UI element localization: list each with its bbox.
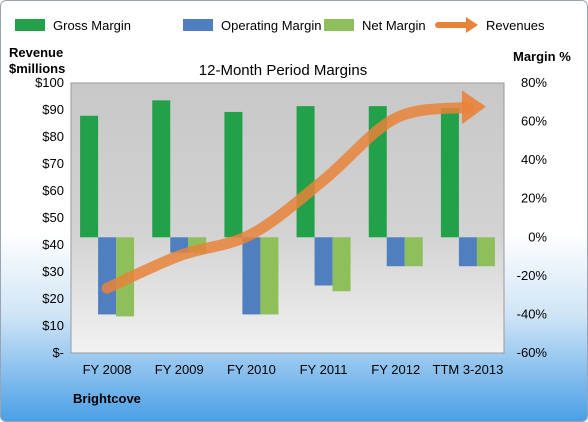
bar-gross-margin-3 (296, 106, 315, 238)
revenue-arrowhead-icon (461, 90, 486, 125)
chart-title: 12-Month Period Margins (199, 62, 367, 79)
left-tick-label: $50 (42, 210, 64, 225)
legend-label-net-margin: Net Margin (362, 18, 426, 33)
x-axis-ticks: FY 2008 FY 2009 FY 2010 FY 2011 FY 2012 TTM 3… (83, 362, 504, 377)
left-tick-label: $40 (42, 237, 64, 252)
left-axis-label-line2: $millions (9, 61, 65, 76)
bar-operating-margin-3 (314, 237, 333, 286)
bar-net-margin-3 (332, 237, 351, 292)
bar-operating-margin-2 (242, 237, 261, 315)
right-axis-ticks: -60% -40% -20% 0% 20% 40% 60% 80% (517, 75, 548, 360)
bar-operating-margin-5 (458, 237, 477, 267)
company-label: Brightcove (73, 391, 141, 406)
x-tick-label: FY 2009 (155, 362, 204, 377)
legend-arrow-icon (466, 17, 478, 33)
right-tick-label: 20% (521, 191, 547, 206)
legend-label-revenues: Revenues (486, 18, 545, 33)
right-tick-label: -60% (517, 345, 548, 360)
revenue-line-path (101, 101, 474, 294)
left-tick-label: $70 (42, 156, 64, 171)
left-tick-label: $100 (35, 75, 64, 90)
right-tick-label: -40% (517, 306, 548, 321)
left-tick-label: $- (52, 345, 64, 360)
revenue-line (101, 90, 486, 294)
right-tick-label: 0% (528, 229, 547, 244)
bar-gross-margin-1 (152, 100, 171, 238)
bar-net-margin-5 (476, 237, 495, 267)
left-tick-label: $30 (42, 264, 64, 279)
bar-net-margin-4 (404, 237, 423, 267)
bar-gross-margin-0 (80, 115, 99, 238)
plot-area (70, 82, 505, 354)
legend-label-gross-margin: Gross Margin (53, 18, 131, 33)
legend-label-operating-margin: Operating Margin (221, 18, 321, 33)
legend-swatch-net-margin (324, 19, 354, 31)
right-tick-label: 80% (521, 75, 547, 90)
left-tick-label: $80 (42, 129, 64, 144)
right-axis-label: Margin % (513, 49, 571, 64)
legend-swatch-operating-margin (183, 19, 213, 31)
legend: Gross Margin Operating Margin Net Margin Re… (15, 17, 545, 33)
x-tick-label: FY 2008 (83, 362, 132, 377)
right-tick-label: 40% (521, 152, 547, 167)
left-tick-label: $60 (42, 183, 64, 198)
bar-net-margin-2 (260, 237, 279, 315)
bar-operating-margin-0 (98, 237, 117, 315)
x-tick-label: FY 2010 (227, 362, 276, 377)
right-tick-label: 60% (521, 114, 547, 129)
x-tick-label: FY 2012 (371, 362, 420, 377)
legend-swatch-gross-margin (15, 19, 45, 31)
x-tick-label: FY 2011 (300, 362, 348, 377)
bar-operating-margin-4 (386, 237, 405, 267)
bars (80, 100, 495, 317)
bar-gross-margin-2 (224, 111, 243, 238)
bar-gross-margin-5 (440, 108, 459, 238)
left-axis-ticks: $- $10 $20 $30 $40 $50 $60 $70 $80 $90 $100 (35, 75, 64, 360)
left-axis-label-line1: Revenue (9, 45, 63, 60)
left-tick-label: $90 (42, 102, 64, 117)
x-tick-label: TTM 3-2013 (433, 362, 504, 377)
left-tick-label: $10 (42, 318, 64, 333)
left-tick-label: $20 (42, 291, 64, 306)
right-tick-label: -20% (517, 268, 548, 283)
